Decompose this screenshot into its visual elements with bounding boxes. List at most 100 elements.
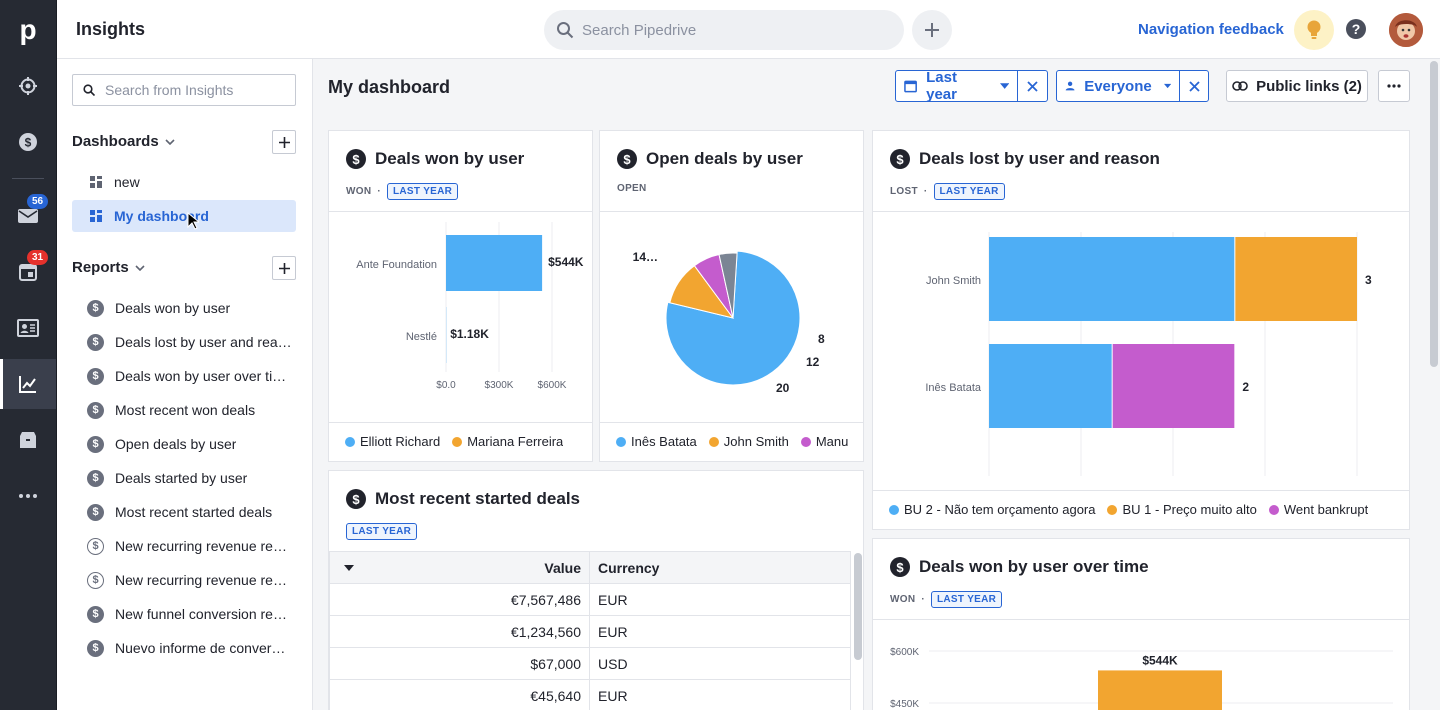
card-meta: WON · LAST YEAR [346, 183, 459, 200]
report-item[interactable]: $ New funnel conversion re… [87, 597, 292, 631]
owner-filter-label: Everyone [1084, 77, 1152, 95]
legend-item[interactable]: BU 1 - Preço muito alto [1107, 502, 1257, 517]
card-deals-won-by-user[interactable]: $ Deals won by user WON · LAST YEAR $0.0 $… [328, 130, 593, 462]
card-deals-won-over-time[interactable]: $ Deals won by user over time WON · LAST … [872, 538, 1410, 710]
x-tick-label: $300K [485, 380, 514, 391]
report-item[interactable]: $ Deals lost by user and rea… [87, 325, 292, 359]
dollar-icon: $ [87, 639, 104, 657]
card-most-recent-started-deals[interactable]: $ Most recent started deals LAST YEAR Va… [328, 470, 864, 710]
status-label: WON [890, 594, 916, 605]
quick-add-button[interactable] [912, 10, 952, 50]
cell-value: $67,000 [329, 647, 590, 680]
y-tick-label: $450K [890, 699, 919, 710]
clear-owner-filter-button[interactable] [1179, 71, 1208, 101]
report-item[interactable]: $ New recurring revenue re… [87, 529, 292, 563]
stacked-bar-segment[interactable] [1235, 237, 1357, 321]
dollar-icon: $ [87, 435, 104, 453]
close-icon [1027, 80, 1038, 92]
legend-swatch [345, 436, 355, 447]
dashboard-scrollbar[interactable] [1430, 61, 1438, 367]
pipedrive-logo[interactable]: p [19, 14, 37, 45]
legend-item[interactable]: John Smith [708, 434, 789, 449]
report-item[interactable]: $ Open deals by user [87, 427, 292, 461]
deals-icon[interactable]: $ [0, 117, 56, 167]
plus-icon [278, 136, 290, 148]
pie-slice[interactable] [718, 252, 738, 319]
sort-caret-icon[interactable] [344, 565, 354, 571]
report-item[interactable]: $ Nuevo informe de conver… [87, 631, 292, 665]
table-scrollbar[interactable] [854, 553, 862, 660]
legend-item[interactable]: Went bankrupt [1268, 502, 1368, 517]
report-item[interactable]: $ Deals won by user [87, 291, 292, 325]
report-item-label: Deals won by user [115, 300, 231, 316]
global-search[interactable]: Search Pipedrive [544, 10, 904, 50]
dashboard-item-label: new [114, 174, 140, 190]
period-filter-dropdown[interactable]: Last year [896, 69, 1017, 103]
leads-icon[interactable] [0, 61, 56, 111]
add-dashboard-button[interactable] [272, 130, 296, 154]
column-header-currency[interactable]: Currency [589, 551, 851, 584]
divider [600, 211, 863, 212]
report-item[interactable]: $ Most recent won deals [87, 393, 292, 427]
divider [329, 211, 592, 212]
table-row[interactable]: $67,000 USD [329, 647, 851, 680]
svg-text:$: $ [25, 136, 32, 150]
table-row[interactable]: €1,234,560 EUR [329, 615, 851, 648]
contacts-icon[interactable] [0, 303, 56, 353]
report-item[interactable]: $ Most recent started deals [87, 495, 292, 529]
legend-item[interactable]: Inês Batata [616, 434, 697, 449]
dashboards-label: Dashboards [72, 133, 159, 150]
legend-swatch [1107, 504, 1118, 515]
legend-label: Elliott Richard [360, 434, 441, 449]
bar[interactable] [446, 235, 543, 291]
user-avatar[interactable] [1389, 13, 1423, 47]
bar[interactable] [1098, 670, 1222, 710]
mail-badge: 56 [27, 194, 49, 209]
dollar-icon: $ [346, 149, 366, 169]
stacked-bar-segment[interactable] [989, 344, 1112, 428]
navigation-feedback-link[interactable]: Navigation feedback [1138, 21, 1284, 38]
meta-separator: · [921, 594, 925, 605]
mail-icon[interactable]: 56 [0, 191, 56, 241]
dashboards-section-header[interactable]: Dashboards [72, 133, 175, 150]
data-label: 12 [806, 355, 820, 369]
dashboard-item-new[interactable]: new [72, 166, 296, 198]
owner-filter-dropdown[interactable]: Everyone [1057, 71, 1179, 101]
card-title: Deals lost by user and reason [919, 149, 1160, 168]
x-tick-label: $600K [538, 380, 567, 391]
stacked-bar-segment[interactable] [989, 237, 1235, 321]
period-filter[interactable]: Last year [895, 69, 1048, 103]
stacked-bar-segment[interactable] [1112, 344, 1235, 428]
column-header-label: Currency [598, 559, 660, 576]
table-row[interactable]: €7,567,486 EUR [329, 583, 851, 616]
card-open-deals-by-user[interactable]: $ Open deals by user OPEN 14… 20 12 8 Inês … [599, 130, 864, 462]
more-icon [1387, 84, 1401, 88]
clear-period-filter-button[interactable] [1017, 71, 1047, 101]
data-label: 8 [818, 332, 825, 346]
report-item[interactable]: $ New recurring revenue re… [87, 563, 292, 597]
help-icon[interactable]: ? [1345, 18, 1367, 40]
legend-item[interactable]: Manu [800, 434, 848, 449]
public-links-label: Public links (2) [1256, 77, 1362, 95]
report-item[interactable]: $ Deals started by user [87, 461, 292, 495]
insights-search-input[interactable]: Search from Insights [72, 74, 296, 106]
card-deals-lost-by-reason[interactable]: $ Deals lost by user and reason LOST · LA… [872, 130, 1410, 530]
activities-calendar-icon[interactable]: 31 [0, 247, 56, 297]
dashboard-item-my-dashboard[interactable]: My dashboard [72, 200, 296, 232]
dashboard-more-button[interactable] [1378, 70, 1410, 102]
data-label: $1.18K [450, 327, 489, 341]
reports-section-header[interactable]: Reports [72, 259, 145, 276]
table-row[interactable]: €45,640 EUR [329, 679, 851, 710]
legend-item[interactable]: Mariana Ferreira [452, 434, 563, 449]
legend-item[interactable]: Elliott Richard [345, 434, 440, 449]
report-item[interactable]: $ Deals won by user over ti… [87, 359, 292, 393]
owner-filter[interactable]: Everyone [1056, 70, 1209, 102]
column-header-value[interactable]: Value [329, 551, 590, 584]
products-icon[interactable] [0, 415, 56, 465]
legend-item[interactable]: BU 2 - Não tem orçamento agora [889, 502, 1095, 517]
add-report-button[interactable] [272, 256, 296, 280]
insights-icon[interactable] [0, 359, 56, 409]
more-apps-icon[interactable] [0, 471, 56, 521]
tips-button[interactable] [1294, 10, 1334, 50]
public-links-button[interactable]: Public links (2) [1226, 70, 1368, 102]
